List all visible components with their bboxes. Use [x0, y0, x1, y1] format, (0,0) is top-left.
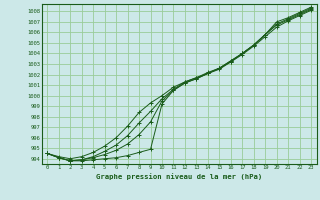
X-axis label: Graphe pression niveau de la mer (hPa): Graphe pression niveau de la mer (hPa) [96, 173, 262, 180]
